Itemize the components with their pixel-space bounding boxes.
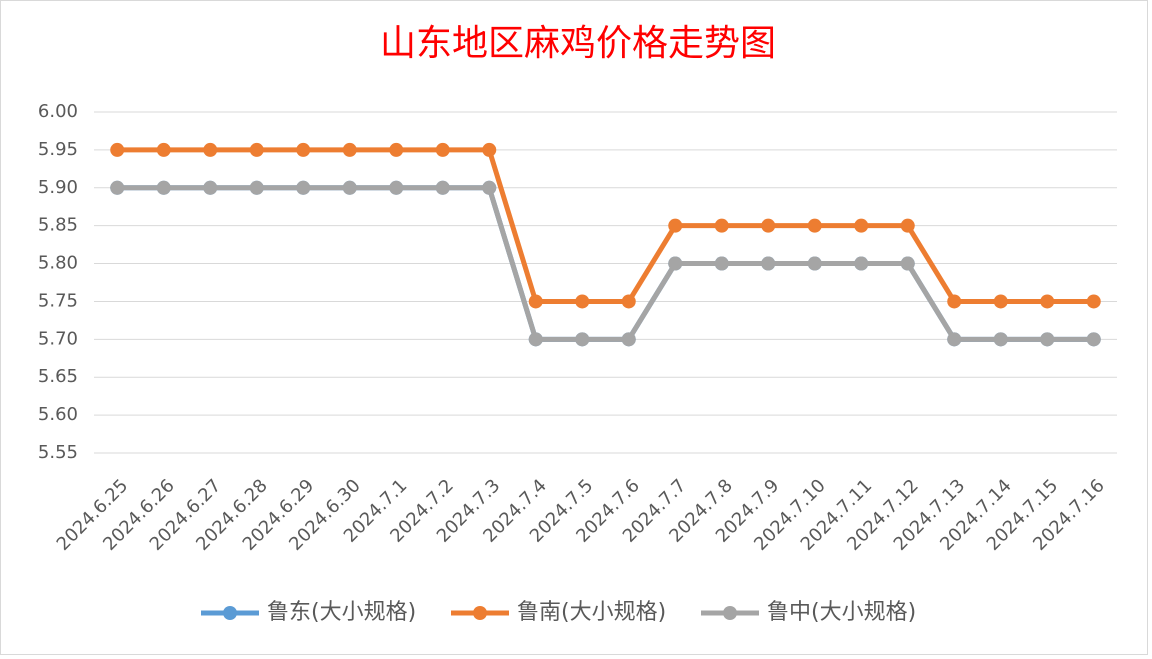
data-point: [528, 332, 543, 347]
data-point: [528, 294, 543, 309]
data-point: [854, 256, 869, 271]
data-point: [947, 332, 962, 347]
y-tick-label: 5.85: [38, 215, 78, 236]
data-point: [110, 142, 125, 157]
series-line: [117, 185, 1094, 342]
data-point: [1040, 294, 1055, 309]
data-point: [621, 332, 636, 347]
y-tick-label: 5.60: [38, 404, 78, 425]
data-point: [575, 332, 590, 347]
data-point: [1086, 332, 1101, 347]
data-point: [249, 142, 264, 157]
data-point: [621, 294, 636, 309]
y-tick-label: 5.80: [38, 253, 78, 274]
data-point: [993, 332, 1008, 347]
data-point: [1086, 294, 1101, 309]
data-point: [156, 142, 171, 157]
data-point: [296, 180, 311, 195]
data-point: [1040, 332, 1055, 347]
data-point: [900, 256, 915, 271]
data-point: [947, 294, 962, 309]
data-point: [807, 218, 822, 233]
data-point: [296, 142, 311, 157]
data-point: [203, 180, 218, 195]
y-tick-label: 6.00: [38, 101, 78, 122]
data-point: [714, 218, 729, 233]
legend-label: 鲁中(大小规格): [767, 600, 916, 625]
data-point: [203, 142, 218, 157]
data-point: [249, 180, 264, 195]
data-point: [714, 256, 729, 271]
data-point: [482, 180, 497, 195]
data-point: [389, 142, 404, 157]
series-line: [117, 147, 1094, 304]
y-tick-label: 5.75: [38, 290, 78, 311]
data-point: [761, 256, 776, 271]
legend-marker: [473, 606, 487, 620]
data-point: [761, 218, 776, 233]
data-point: [110, 180, 125, 195]
y-tick-label: 5.65: [38, 366, 78, 387]
data-point: [482, 142, 497, 157]
data-point: [156, 180, 171, 195]
y-tick-label: 5.90: [38, 177, 78, 198]
y-tick-label: 5.55: [38, 442, 78, 463]
data-point: [435, 180, 450, 195]
data-point: [668, 256, 683, 271]
legend-label: 鲁东(大小规格): [267, 600, 416, 625]
data-point: [342, 180, 357, 195]
data-point: [854, 218, 869, 233]
legend-marker: [223, 606, 237, 620]
legend-marker: [723, 606, 737, 620]
data-point: [807, 256, 822, 271]
data-point: [342, 142, 357, 157]
chart-title: 山东地区麻鸡价格走势图: [380, 23, 776, 64]
data-point: [668, 218, 683, 233]
y-tick-label: 5.95: [38, 139, 78, 160]
data-point: [900, 218, 915, 233]
y-tick-label: 5.70: [38, 328, 78, 349]
data-point: [389, 180, 404, 195]
data-point: [575, 294, 590, 309]
data-point: [435, 142, 450, 157]
data-point: [993, 294, 1008, 309]
legend-label: 鲁南(大小规格): [517, 600, 666, 625]
